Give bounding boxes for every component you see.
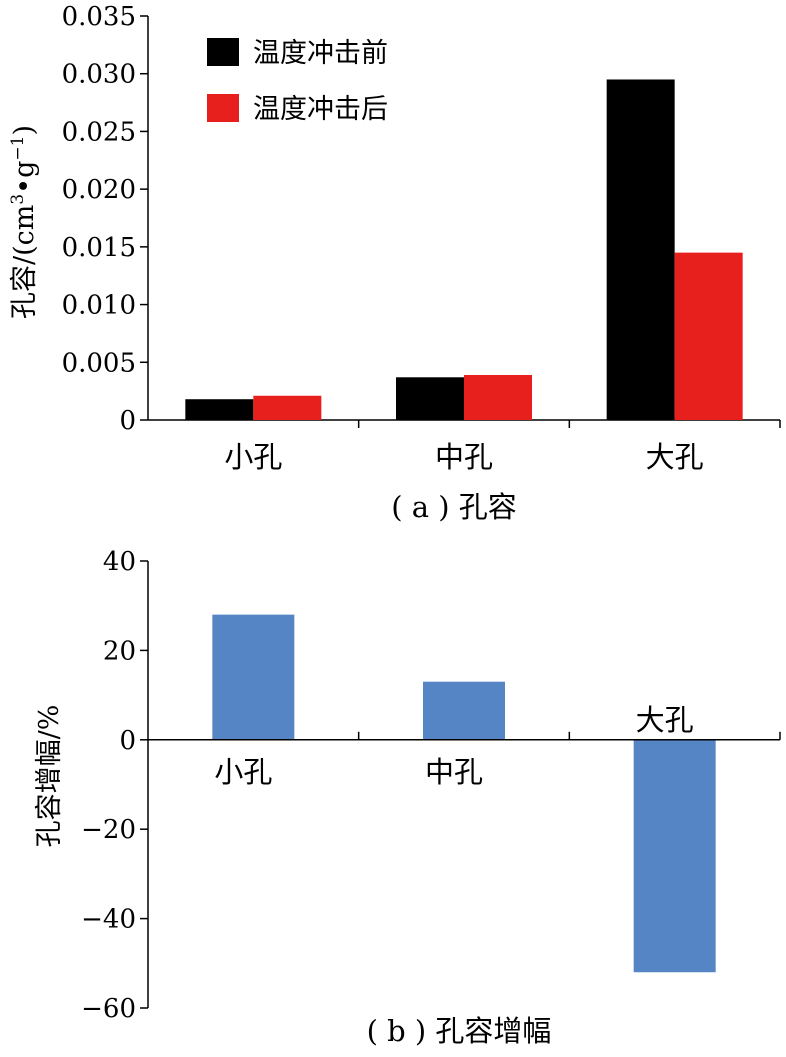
chart-a-pore-volume: 0 0.005 0.010 0.015 0.020 0.025 0.030 0.035 小孔 中孔… bbox=[8, 2, 781, 524]
chart-b-y-tick-label: 0 bbox=[119, 726, 136, 756]
chart-b-axes: −60 −40 −20 0 20 40 小孔 中孔 大孔 bbox=[81, 547, 694, 1024]
chart-a-bar bbox=[185, 399, 254, 420]
chart-a-caption: ( a ) 孔容 bbox=[391, 490, 517, 524]
chart-b-category-label: 大孔 bbox=[636, 703, 694, 737]
chart-a-axes: 0 0.005 0.010 0.015 0.020 0.025 0.030 0.035 小孔 中孔… bbox=[62, 2, 781, 474]
chart-b-y-tick-label: 40 bbox=[103, 547, 136, 577]
chart-a-y-axis-label: 孔容/(cm3•g−1) bbox=[8, 125, 40, 319]
chart-a-bar bbox=[253, 395, 322, 420]
chart-b-y-tick-label: −20 bbox=[81, 815, 136, 845]
chart-b-bar bbox=[423, 681, 505, 740]
chart-b-bar bbox=[633, 739, 716, 973]
chart-a-legend-label: 温度冲击后 bbox=[253, 94, 388, 125]
chart-b-category-label: 小孔 bbox=[214, 755, 272, 789]
chart-a-y-tick-label: 0.025 bbox=[62, 117, 136, 147]
chart-b-y-tick-label: −40 bbox=[81, 905, 136, 935]
chart-b-y-axis-label: 孔容增幅/% bbox=[34, 705, 65, 848]
chart-b-category-label: 中孔 bbox=[425, 755, 483, 789]
chart-b-bars bbox=[148, 614, 781, 973]
chart-b-pore-volume-change: −60 −40 −20 0 20 40 小孔 中孔 大孔 孔容增幅/% ( b ) 孔容增幅 bbox=[34, 547, 781, 1048]
chart-a-bar bbox=[396, 377, 464, 420]
chart-b-bar bbox=[212, 614, 295, 740]
chart-b-y-tick-label: 20 bbox=[103, 636, 136, 666]
chart-a-category-label: 大孔 bbox=[646, 440, 704, 474]
chart-a-y-tick-label: 0.015 bbox=[62, 233, 136, 263]
chart-a-legend-swatch bbox=[207, 38, 239, 66]
chart-a-y-tick-label: 0.005 bbox=[62, 348, 136, 378]
chart-a-y-tick-label: 0 bbox=[119, 406, 136, 436]
chart-a-legend-swatch bbox=[207, 94, 239, 122]
chart-a-y-tick-label: 0.010 bbox=[62, 291, 136, 321]
chart-b-y-tick-label: −60 bbox=[81, 994, 136, 1024]
chart-a-legend-label: 温度冲击前 bbox=[253, 38, 388, 69]
chart-a-y-tick-label: 0.030 bbox=[62, 60, 136, 90]
chart-a-y-tick-label: 0.020 bbox=[62, 175, 136, 205]
chart-a-bar bbox=[606, 79, 675, 420]
chart-a-category-label: 小孔 bbox=[224, 440, 282, 474]
chart-a-bar bbox=[674, 252, 743, 420]
chart-a-category-label: 中孔 bbox=[435, 440, 493, 474]
chart-a-bars bbox=[185, 79, 743, 420]
chart-b-caption: ( b ) 孔容增幅 bbox=[367, 1014, 552, 1048]
chart-a-y-tick-label: 0.035 bbox=[62, 2, 136, 32]
chart-a-bar bbox=[464, 374, 532, 420]
